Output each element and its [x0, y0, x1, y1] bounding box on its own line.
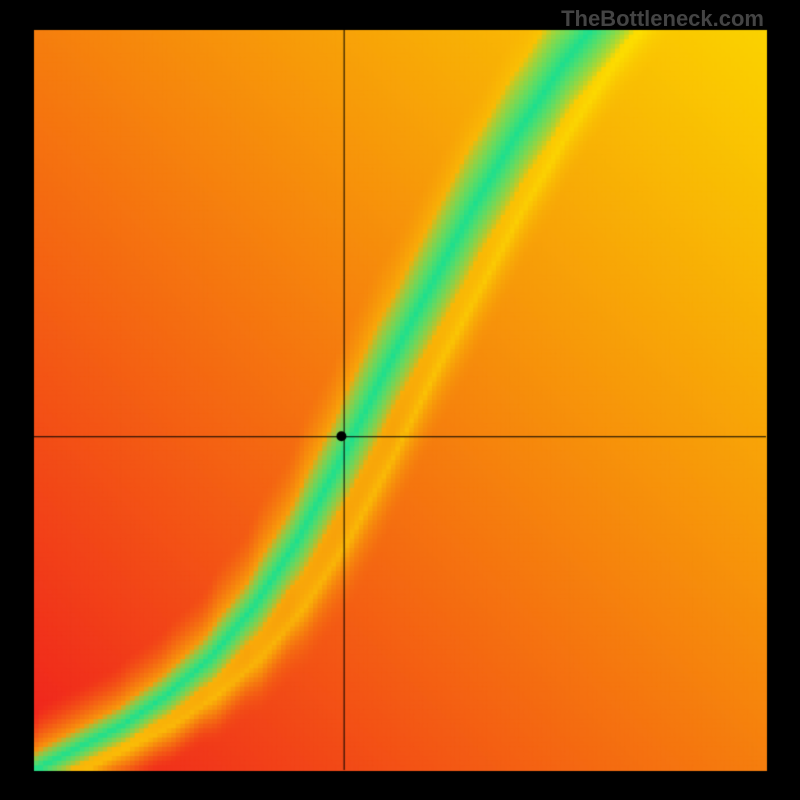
watermark-text: TheBottleneck.com: [561, 6, 764, 32]
chart-container: TheBottleneck.com: [0, 0, 800, 800]
bottleneck-heatmap: [0, 0, 800, 800]
